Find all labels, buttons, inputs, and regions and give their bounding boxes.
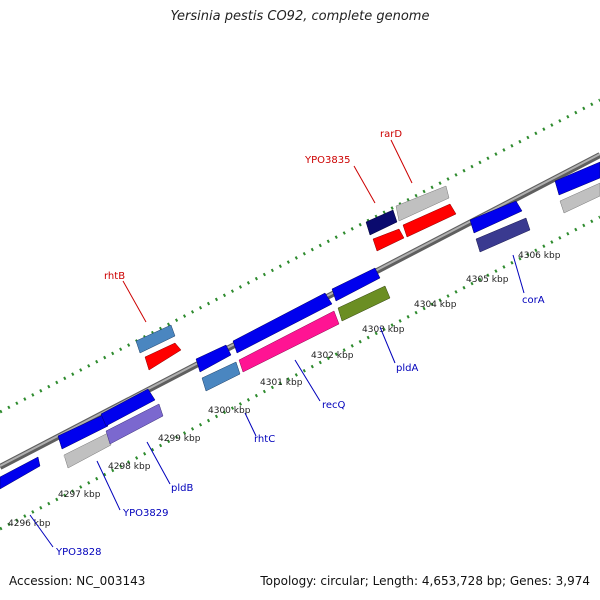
gene-blue-1[interactable]: [0, 456, 41, 490]
gene-blue-4[interactable]: [195, 344, 232, 373]
scale-label: 4303 kbp: [362, 325, 405, 335]
gene-label-YPO3829[interactable]: YPO3829: [122, 508, 168, 519]
forward-strand-features: [0, 161, 600, 490]
gene-label-YPO3828[interactable]: YPO3828: [55, 547, 101, 558]
scale-label: 4306 kbp: [518, 251, 561, 261]
gene-recQ[interactable]: [238, 310, 340, 373]
gene-red-3[interactable]: [402, 203, 457, 238]
gene-rhtC[interactable]: [201, 361, 241, 392]
scale-label: 4302 kbp: [311, 351, 354, 361]
gene-label-rarD[interactable]: rarD: [380, 129, 402, 140]
scale-label: 4299 kbp: [158, 434, 201, 444]
accession-text: Accession: NC_003143: [9, 574, 146, 588]
gene-red-1[interactable]: [144, 342, 182, 371]
gene-rhtB[interactable]: [135, 324, 176, 354]
forward-gene-labels: rhtB YPO3835 rarD: [104, 129, 402, 282]
reverse-gene-labels: YPO3828 YPO3829 pldB rhtC recQ pldA corA: [55, 295, 545, 558]
gene-label-pldB[interactable]: pldB: [171, 483, 193, 494]
gene-label-rhtC[interactable]: rhtC: [254, 434, 275, 445]
gene-blue-8[interactable]: [554, 161, 600, 196]
gene-blue-6[interactable]: [331, 267, 381, 302]
scale-label: 4304 kbp: [414, 300, 457, 310]
scale-label: 4296 kbp: [8, 519, 51, 529]
gene-grey-3[interactable]: [559, 182, 600, 214]
scale-label: 4298 kbp: [108, 462, 151, 472]
gene-blue-7[interactable]: [469, 200, 523, 234]
gene-blue-3[interactable]: [100, 388, 156, 427]
scale-labels: 4296 kbp 4297 kbp 4298 kbp 4299 kbp 4300…: [8, 251, 561, 529]
scale-label: 4301 kbp: [260, 378, 303, 388]
inner-tick-track: [0, 215, 600, 531]
gene-pldA[interactable]: [337, 285, 391, 322]
reverse-strand-features: [63, 182, 600, 469]
gene-label-recQ[interactable]: recQ: [322, 400, 346, 411]
gene-label-corA[interactable]: corA: [522, 295, 545, 306]
gene-rarD[interactable]: [395, 185, 450, 222]
genome-summary-text: Topology: circular; Length: 4,653,728 bp…: [260, 574, 590, 588]
gene-label-rhtB[interactable]: rhtB: [104, 271, 125, 282]
gene-grey-1[interactable]: [63, 432, 112, 469]
gene-pldB[interactable]: [105, 403, 164, 445]
map-title: Yersinia pestis CO92, complete genome: [170, 9, 430, 24]
gene-blue-5[interactable]: [232, 292, 333, 354]
scale-label: 4300 kbp: [208, 406, 251, 416]
reverse-leader-lines: [29, 254, 525, 548]
outer-tick-track: [0, 98, 600, 414]
forward-leader-lines: [122, 139, 413, 323]
scale-label: 4305 kbp: [466, 275, 509, 285]
scale-label: 4297 kbp: [58, 490, 101, 500]
gene-blue-2[interactable]: [57, 414, 109, 450]
gene-label-pldA[interactable]: pldA: [396, 363, 418, 374]
gene-label-YPO3835[interactable]: YPO3835: [304, 155, 350, 166]
gene-corA[interactable]: [475, 217, 531, 253]
gene-grey-2[interactable]: [63, 455, 67, 458]
gene-red-2[interactable]: [372, 228, 405, 252]
gene-YPO3835[interactable]: [365, 209, 398, 236]
